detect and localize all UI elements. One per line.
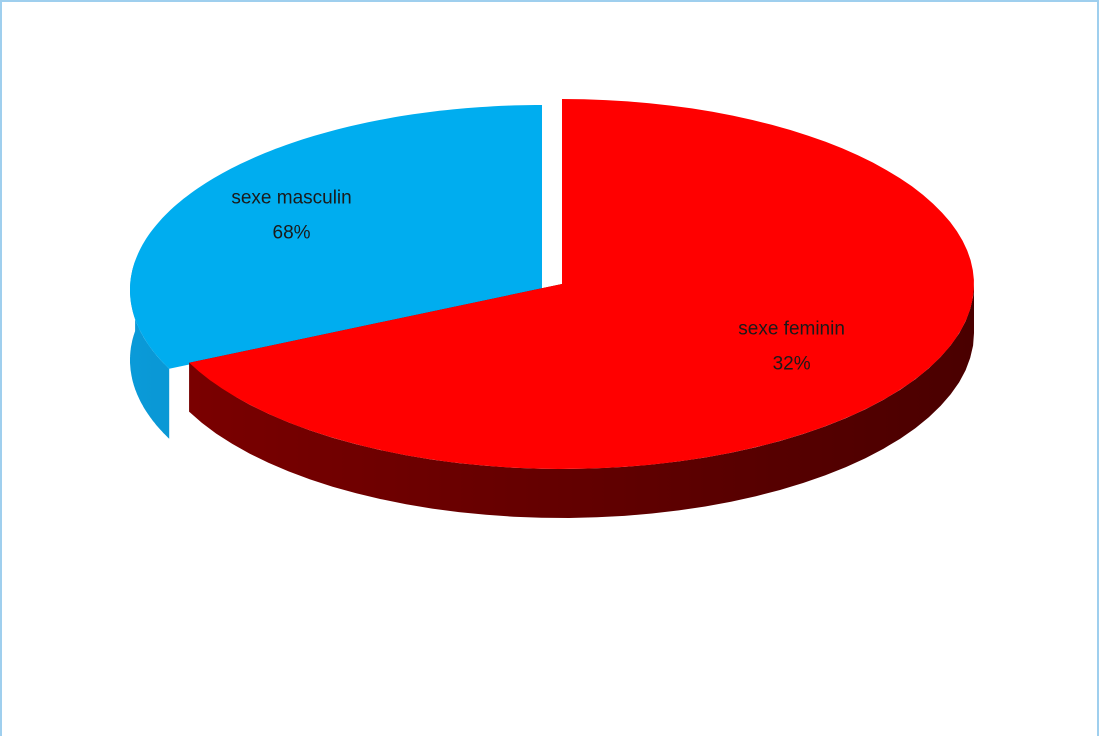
slice-group-feminin: sexe feminin 32%	[189, 99, 974, 518]
slice-percent-feminin: 32%	[773, 353, 811, 374]
slice-feminin[interactable]	[189, 99, 974, 469]
slice-side-masculin	[130, 261, 170, 439]
slice-group-masculin: sexe masculin 68%	[130, 105, 542, 439]
slice-side-feminin	[189, 284, 974, 518]
slice-label-feminin: sexe feminin	[738, 318, 845, 339]
slice-percent-masculin: 68%	[273, 223, 311, 244]
slice-label-masculin: sexe masculin	[231, 188, 351, 209]
slice-masculin[interactable]	[130, 105, 542, 369]
